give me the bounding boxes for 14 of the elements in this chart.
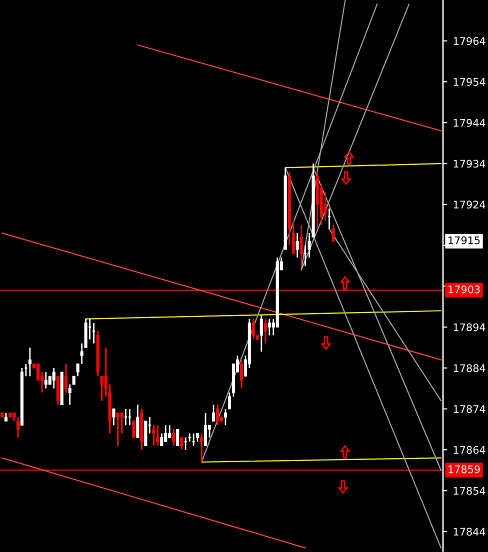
y-tick-label: 17854 [454,486,486,495]
y-tick-label: 17924 [454,200,486,209]
y-tick-label: 17874 [454,405,486,413]
ref-line-label: 17859 [448,465,480,474]
y-tick-label: 17884 [454,364,486,372]
y-tick-label: 17894 [454,323,486,332]
y-tick-label: 17944 [454,118,486,127]
y-tick-label: 17964 [454,37,486,45]
y-tick-label: 17864 [454,446,486,454]
annotation: 17915 [448,236,480,244]
y-tick-label: 17954 [454,78,486,86]
y-tick-label: 17934 [454,160,486,168]
ref-line-label: 17903 [448,285,480,294]
y-tick-label: 17844 [454,528,486,536]
